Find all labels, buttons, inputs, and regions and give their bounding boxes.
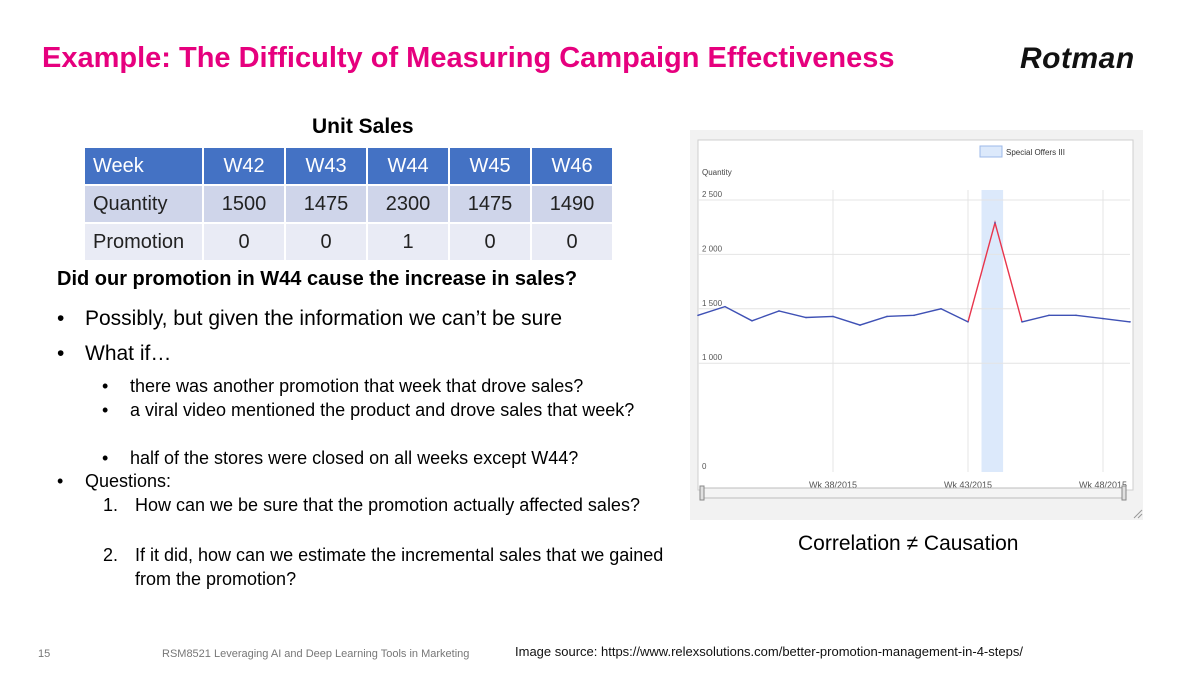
data-point: [913, 315, 915, 317]
table-cell: Promotion: [84, 223, 203, 261]
bullet-item: • Questions:: [57, 471, 171, 492]
data-point: [697, 315, 699, 317]
data-point: [886, 316, 888, 318]
data-point: [859, 324, 861, 326]
table-caption: Unit Sales: [312, 115, 414, 139]
data-point: [1075, 315, 1077, 317]
rotman-logo: Rotman: [1020, 42, 1135, 76]
table-cell: 0: [285, 223, 367, 261]
table-header-cell: W44: [367, 147, 449, 185]
numbered-item: 2. If it did, how can we estimate the inc…: [135, 543, 665, 591]
numbered-text: How can we be sure that the promotion ac…: [135, 495, 640, 515]
course-name: RSM8521 Leveraging AI and Deep Learning …: [162, 648, 469, 660]
legend-swatch: [980, 146, 1002, 157]
number-mark: 2.: [103, 543, 118, 567]
slide-title: Example: The Difficulty of Measuring Cam…: [42, 42, 894, 75]
y-tick-label: 0: [702, 462, 707, 471]
sub-bullet-text: a viral video mentioned the product and …: [130, 400, 634, 420]
bullet-mark: •: [57, 471, 85, 492]
range-slider-handle-right[interactable]: [1122, 486, 1126, 500]
range-slider-track: [700, 488, 1126, 498]
number-mark: 1.: [103, 493, 118, 517]
table-cell: Quantity: [84, 185, 203, 223]
table-cell: 1475: [449, 185, 531, 223]
table-row-quantity: Quantity 1500 1475 2300 1475 1490: [84, 185, 613, 223]
bullet-mark: •: [57, 342, 85, 366]
numbered-text: If it did, how can we estimate the incre…: [135, 545, 663, 589]
table-cell: 0: [203, 223, 285, 261]
data-point: [805, 317, 807, 319]
bullet-item: • Possibly, but given the information we …: [57, 307, 562, 331]
y-tick-label: 2 500: [702, 190, 723, 199]
range-slider-handle-left[interactable]: [700, 486, 704, 500]
y-tick-label: 1 500: [702, 299, 723, 308]
data-point: [751, 320, 753, 322]
data-point: [778, 310, 780, 312]
legend-label: Special Offers III: [1006, 148, 1065, 157]
data-point: [1048, 315, 1050, 317]
numbered-item: 1. How can we be sure that the promotion …: [135, 493, 645, 517]
data-point: [967, 321, 969, 323]
unit-sales-table: Week W42 W43 W44 W45 W46 Quantity 1500 1…: [83, 146, 614, 262]
sub-bullet-item: • a viral video mentioned the product and…: [130, 398, 640, 422]
y-tick-label: 1 000: [702, 353, 723, 362]
bullet-item: • What if…: [57, 342, 171, 366]
bullet-text: Questions:: [85, 471, 171, 491]
sub-bullet-text: half of the stores were closed on all we…: [130, 448, 578, 468]
resize-grip-icon[interactable]: [1134, 510, 1142, 518]
table-header-cell: W46: [531, 147, 613, 185]
data-point: [940, 308, 942, 310]
correlation-note: Correlation ≠ Causation: [798, 532, 1018, 556]
sub-bullet-item: • half of the stores were closed on all w…: [130, 446, 650, 470]
data-point: [1102, 318, 1104, 320]
bullet-mark: •: [57, 307, 85, 331]
image-source: Image source: https://www.relexsolutions…: [515, 644, 1023, 659]
table-cell: 1475: [285, 185, 367, 223]
y-tick-label: 2 000: [702, 244, 723, 253]
table-header-cell: W43: [285, 147, 367, 185]
bullet-mark: •: [102, 374, 108, 398]
table-header-cell: W42: [203, 147, 285, 185]
table-header-row: Week W42 W43 W44 W45 W46: [84, 147, 613, 185]
page-number: 15: [38, 648, 50, 660]
data-point: [832, 316, 834, 318]
y-axis-label: Quantity: [702, 168, 732, 177]
table-cell: 1490: [531, 185, 613, 223]
table-header-cell: Week: [84, 147, 203, 185]
table-header-cell: W45: [449, 147, 531, 185]
table-cell: 1500: [203, 185, 285, 223]
data-point: [1021, 321, 1023, 323]
bullet-text: Possibly, but given the information we c…: [85, 307, 562, 330]
table-cell: 0: [531, 223, 613, 261]
table-cell: 0: [449, 223, 531, 261]
bullet-mark: •: [102, 446, 108, 470]
bullet-mark: •: [102, 398, 108, 422]
data-point: [724, 306, 726, 308]
data-point: [1129, 321, 1131, 323]
data-point: [994, 222, 996, 224]
sub-bullet-item: • there was another promotion that week t…: [130, 374, 650, 398]
table-cell: 1: [367, 223, 449, 261]
question-heading: Did our promotion in W44 cause the incre…: [57, 268, 577, 291]
bullet-text: What if…: [85, 342, 171, 365]
table-row-promotion: Promotion 0 0 1 0 0: [84, 223, 613, 261]
table-cell: 2300: [367, 185, 449, 223]
sub-bullet-text: there was another promotion that week th…: [130, 376, 583, 396]
